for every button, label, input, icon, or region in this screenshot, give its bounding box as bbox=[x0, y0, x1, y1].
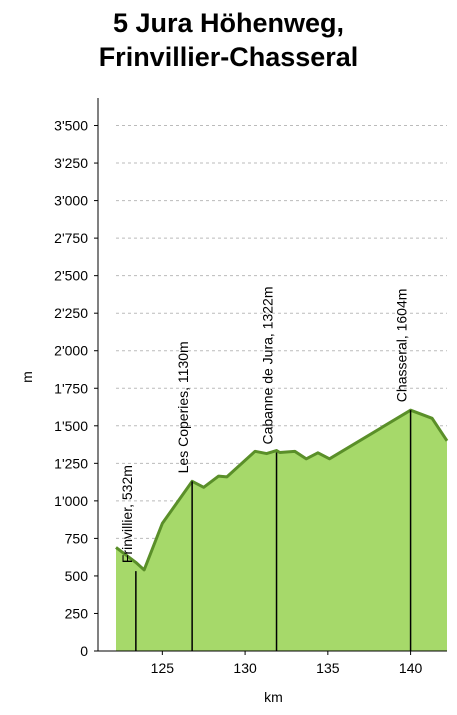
elevation-area bbox=[115, 408, 449, 651]
x-tick-label-125: 125 bbox=[151, 660, 175, 676]
y-tick-label-250: 250 bbox=[65, 605, 89, 621]
y-tick-label-2500: 2'500 bbox=[54, 268, 88, 284]
y-axis-title: m bbox=[19, 371, 35, 383]
y-tick-label-1250: 1'250 bbox=[54, 455, 88, 471]
waypoint-label-2: Cabanne de Jura, 1322m bbox=[260, 287, 276, 445]
waypoint-label-3: Chasseral, 1604m bbox=[394, 289, 410, 403]
waypoint-label-1: Les Coperies, 1130m bbox=[175, 341, 191, 473]
x-axis-title: km bbox=[264, 689, 283, 705]
tick-labels: 0 250 500 750 1'000 1'250 1'500 1'750 2'000 2'250… bbox=[19, 118, 422, 705]
elevation-fill bbox=[116, 410, 447, 651]
x-tick-label-140: 140 bbox=[399, 660, 423, 676]
waypoint-label-0: Frinvillier, 532m bbox=[119, 465, 135, 563]
waypoint-markers: Frinvillier, 532m Les Coperies, 1130m Caba… bbox=[119, 287, 412, 651]
y-tick-label-0: 0 bbox=[80, 643, 88, 659]
chart-title: 5 Jura Höhenweg, Frinvillier-Chasseral bbox=[0, 6, 457, 74]
y-tick-label-2000: 2'000 bbox=[54, 343, 88, 359]
chart-title-line-1: 5 Jura Höhenweg, bbox=[112, 8, 345, 38]
y-tick-label-2250: 2'250 bbox=[54, 305, 88, 321]
y-tick-label-1000: 1'000 bbox=[54, 493, 88, 509]
y-tick-label-500: 500 bbox=[65, 568, 89, 584]
y-tick-label-1750: 1'750 bbox=[54, 380, 88, 396]
axes bbox=[94, 98, 447, 655]
y-tick-label-3000: 3'000 bbox=[54, 193, 88, 209]
chart-title-line-2: Frinvillier-Chasseral bbox=[98, 42, 359, 72]
y-tick-label-2750: 2'750 bbox=[54, 230, 88, 246]
y-tick-label-1500: 1'500 bbox=[54, 418, 88, 434]
x-tick-label-135: 135 bbox=[316, 660, 340, 676]
elevation-line bbox=[115, 408, 449, 572]
y-tick-label-3500: 3'500 bbox=[54, 118, 88, 134]
y-tick-label-3250: 3'250 bbox=[54, 155, 88, 171]
x-tick-label-130: 130 bbox=[233, 660, 257, 676]
y-tick-label-750: 750 bbox=[65, 530, 89, 546]
